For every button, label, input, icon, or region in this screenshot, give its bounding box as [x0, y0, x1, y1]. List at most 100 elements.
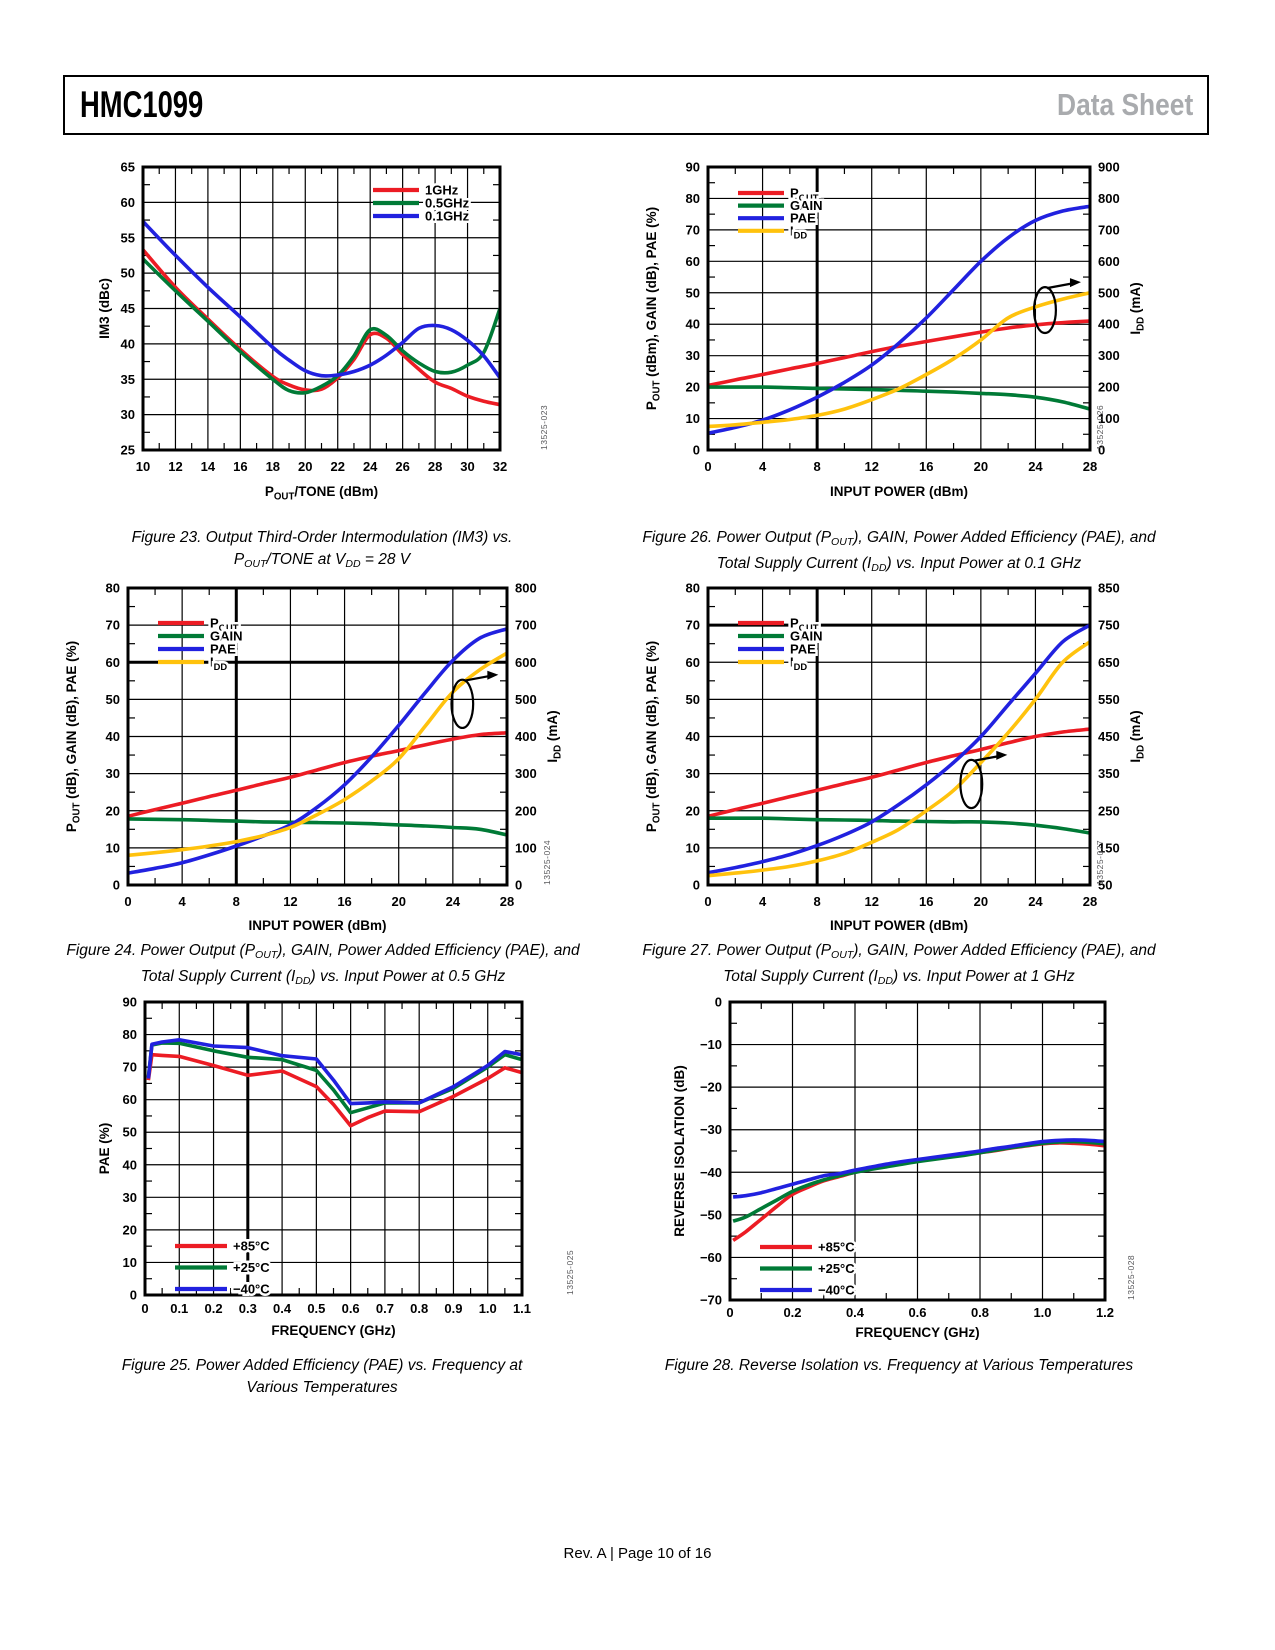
- series-IDD: [128, 651, 507, 858]
- svg-text:12: 12: [168, 459, 182, 474]
- svg-text:20: 20: [298, 459, 312, 474]
- svg-text:60: 60: [121, 195, 135, 210]
- figure-serial: 13525-024: [542, 840, 552, 885]
- figure-serial: 13525-023: [539, 405, 549, 450]
- svg-text:30: 30: [106, 766, 120, 781]
- svg-text:4: 4: [759, 894, 767, 909]
- legend-label: 0.1GHz: [425, 209, 470, 224]
- grid: [145, 1002, 522, 1295]
- svg-text:30: 30: [460, 459, 474, 474]
- svg-text:80: 80: [686, 191, 700, 206]
- svg-text:0: 0: [726, 1305, 733, 1320]
- figure-27-caption: Figure 27. Power Output (POUT), GAIN, Po…: [642, 942, 1156, 987]
- svg-text:700: 700: [515, 618, 537, 633]
- svg-text:0.3: 0.3: [239, 1301, 257, 1316]
- grid: [128, 588, 507, 885]
- svg-text:16: 16: [337, 894, 351, 909]
- svg-text:−70: −70: [700, 1293, 722, 1308]
- series-+85°C: [146, 1052, 522, 1128]
- svg-text:0.1: 0.1: [170, 1301, 188, 1316]
- figure-28-caption: Figure 28. Reverse Isolation vs. Frequen…: [664, 1357, 1134, 1374]
- plot-frame: [728, 1000, 1107, 1302]
- svg-text:50: 50: [121, 266, 135, 281]
- svg-text:12: 12: [283, 894, 297, 909]
- y-axis-title: PAE (%): [97, 1123, 112, 1175]
- svg-text:90: 90: [123, 995, 137, 1010]
- figure-23-block: 10 12 14 16 18 20 22 24 26 28 30 32 25 30 35 40 45 50 55 60…: [95, 160, 625, 505]
- svg-text:850: 850: [1098, 581, 1120, 596]
- svg-text:28: 28: [428, 459, 442, 474]
- legend-label: 0.5GHz: [425, 196, 470, 211]
- figure-28-block: 0 0.2 0.4 0.6 0.8 1.0 1.2 −70 −60 −50 −40 −30 −20 −10…: [640, 995, 1170, 1345]
- legend-label: POUT: [790, 186, 819, 203]
- svg-text:10: 10: [686, 411, 700, 426]
- svg-text:24: 24: [1028, 894, 1043, 909]
- svg-text:8: 8: [814, 894, 821, 909]
- svg-text:28: 28: [1083, 894, 1097, 909]
- svg-text:80: 80: [106, 581, 120, 596]
- svg-text:0: 0: [1098, 443, 1105, 458]
- svg-text:0: 0: [704, 894, 711, 909]
- svg-text:500: 500: [515, 692, 537, 707]
- x-axis-title: POUT/TONE (dBm): [265, 484, 378, 503]
- svg-text:65: 65: [121, 160, 135, 175]
- series-IDD: [708, 291, 1090, 429]
- svg-text:26: 26: [395, 459, 409, 474]
- svg-text:400: 400: [515, 729, 537, 744]
- svg-text:500: 500: [1098, 285, 1120, 300]
- grid: [730, 1002, 1105, 1300]
- svg-text:12: 12: [864, 459, 878, 474]
- svg-text:20: 20: [974, 894, 988, 909]
- plot-frame: [143, 1000, 524, 1297]
- tick-labels: 0 0.2 0.4 0.6 0.8 1.0 1.2 −70 −60 −50 −40 −30 −20 −10…: [700, 995, 1114, 1321]
- y-axis-title: IM3 (dBc): [97, 278, 112, 339]
- svg-text:0.8: 0.8: [410, 1301, 428, 1316]
- y-axis-title: POUT (dB), GAIN (dB), PAE (%): [644, 641, 663, 832]
- legend-label: IDD: [790, 655, 807, 672]
- svg-text:0: 0: [693, 443, 700, 458]
- series-group: [708, 623, 1090, 878]
- svg-text:150: 150: [1098, 840, 1120, 855]
- legend-label: +85°C: [233, 1239, 270, 1254]
- svg-text:1.1: 1.1: [513, 1301, 531, 1316]
- svg-text:750: 750: [1098, 618, 1120, 633]
- tick-labels: 10 12 14 16 18 20 22 24 26 28 30 32 25 30 35 40 45 50 55 60…: [121, 160, 508, 475]
- svg-text:0.4: 0.4: [846, 1305, 865, 1320]
- svg-text:16: 16: [233, 459, 247, 474]
- svg-text:−40: −40: [700, 1165, 722, 1180]
- svg-text:600: 600: [1098, 254, 1120, 269]
- series-PAE: [128, 627, 507, 875]
- svg-text:20: 20: [974, 459, 988, 474]
- figure-23-caption: Figure 23. Output Third-Order Intermodul…: [131, 529, 513, 570]
- svg-text:400: 400: [1098, 317, 1120, 332]
- svg-text:50: 50: [686, 285, 700, 300]
- x-axis-title: INPUT POWER (dBm): [249, 918, 387, 933]
- svg-text:0.4: 0.4: [273, 1301, 292, 1316]
- legend: +85°C +25°C −40°C: [760, 1237, 858, 1300]
- svg-text:8: 8: [814, 459, 821, 474]
- svg-text:−60: −60: [700, 1250, 722, 1265]
- plot-frame: [706, 165, 1092, 452]
- series-POUT: [708, 319, 1090, 388]
- svg-text:20: 20: [391, 894, 405, 909]
- svg-text:60: 60: [686, 655, 700, 670]
- svg-text:0.7: 0.7: [376, 1301, 394, 1316]
- figure-27-chart: 0 4 8 12 16 20 24 28 0 10 20 30 40 50 60 70 80 50 150 250 35…: [644, 581, 1147, 934]
- legend-label: PAE: [790, 211, 816, 226]
- svg-text:10: 10: [136, 459, 150, 474]
- svg-text:450: 450: [1098, 729, 1120, 744]
- svg-text:10: 10: [106, 840, 120, 855]
- svg-text:45: 45: [121, 301, 135, 316]
- series-group: [128, 627, 507, 875]
- svg-text:700: 700: [1098, 222, 1120, 237]
- series-group: [146, 1038, 522, 1128]
- svg-text:35: 35: [121, 372, 135, 387]
- svg-text:8: 8: [233, 894, 240, 909]
- svg-text:0: 0: [704, 459, 711, 474]
- tick-labels: 0 4 8 12 16 20 24 28010203040506070809001002003…: [686, 160, 1120, 475]
- svg-text:0.2: 0.2: [783, 1305, 801, 1320]
- svg-text:10: 10: [123, 1255, 137, 1270]
